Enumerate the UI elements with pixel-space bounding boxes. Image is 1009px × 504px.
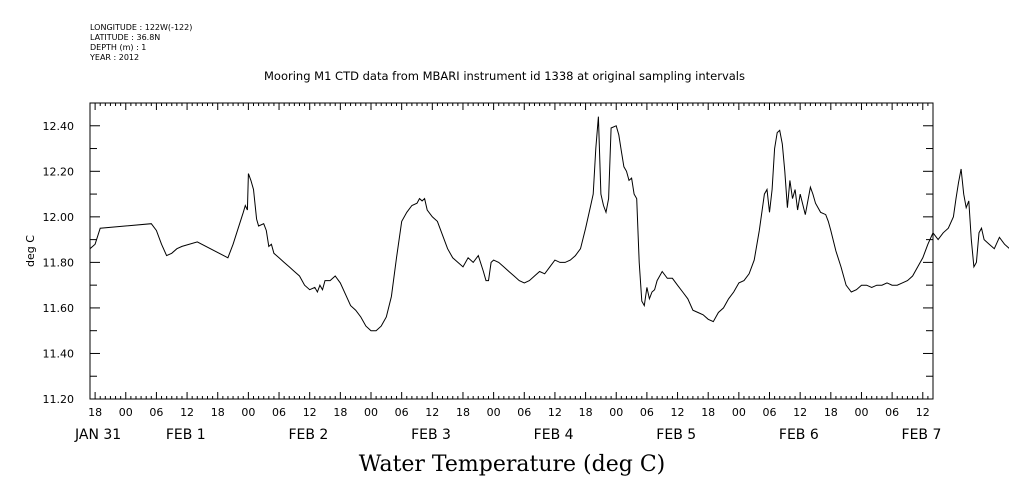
x-date-label: FEB 4 <box>534 427 574 443</box>
x-tick-label: 06 <box>517 406 531 419</box>
x-date-label: FEB 3 <box>411 427 451 443</box>
x-tick-label: 00 <box>487 406 501 419</box>
x-tick-label: 12 <box>916 406 930 419</box>
x-tick-label: 06 <box>149 406 163 419</box>
y-tick-label: 12.20 <box>43 165 75 178</box>
metadata-block: LONGITUDE : 122W(-122) LATITUDE : 36.8N … <box>90 23 192 63</box>
x-tick-label: 06 <box>640 406 654 419</box>
y-tick-label: 11.40 <box>43 347 75 360</box>
x-date-label: FEB 7 <box>902 427 942 443</box>
latitude-label: LATITUDE : 36.8N <box>90 33 161 42</box>
x-tick-label: 00 <box>732 406 746 419</box>
y-tick-label: 12.40 <box>43 120 75 133</box>
x-tick-label: 12 <box>793 406 807 419</box>
x-date-label: FEB 5 <box>656 427 696 443</box>
depth-label: DEPTH (m) : 1 <box>90 43 147 52</box>
x-tick-label: 18 <box>333 406 347 419</box>
x-tick-label: 12 <box>303 406 317 419</box>
axis-labels: 18 00 06 12 18 00 06 12 18 00 06 12 18 00 06 12 18 00 06 12… <box>24 120 941 443</box>
x-tick-label: 18 <box>211 406 225 419</box>
x-tick-label: 00 <box>241 406 255 419</box>
chart-title: Mooring M1 CTD data from MBARI instrumen… <box>264 69 745 83</box>
x-tick-label: 00 <box>609 406 623 419</box>
x-tick-label: 18 <box>701 406 715 419</box>
x-tick-label: 12 <box>548 406 562 419</box>
x-tick-label: 00 <box>854 406 868 419</box>
x-tick-label: 18 <box>824 406 838 419</box>
x-tick-label: 00 <box>364 406 378 419</box>
y-axis-label: deg C <box>24 235 37 267</box>
y-tick-label: 11.80 <box>43 256 75 269</box>
plot-frame <box>89 102 934 400</box>
y-tick-label: 12.00 <box>43 211 75 224</box>
x-tick-label: 12 <box>425 406 439 419</box>
x-date-label: FEB 2 <box>288 427 328 443</box>
x-tick-label: 12 <box>671 406 685 419</box>
series-line <box>89 116 1009 332</box>
axis-ticks <box>89 102 934 400</box>
y-tick-label: 11.20 <box>43 393 75 406</box>
y-tick-label: 11.60 <box>43 302 75 315</box>
x-tick-label: 00 <box>119 406 133 419</box>
x-tick-label: 18 <box>88 406 102 419</box>
x-tick-label: 06 <box>885 406 899 419</box>
longitude-label: LONGITUDE : 122W(-122) <box>90 23 193 32</box>
year-label: YEAR : 2012 <box>90 53 140 62</box>
x-date-label: FEB 6 <box>779 427 819 443</box>
x-tick-label: 06 <box>272 406 286 419</box>
x-tick-label: 06 <box>395 406 409 419</box>
x-tick-label: 18 <box>456 406 470 419</box>
x-date-label: JAN 31 <box>74 427 121 443</box>
x-date-label: FEB 1 <box>166 427 206 443</box>
x-tick-label: 18 <box>579 406 593 419</box>
x-axis-label: Water Temperature (deg C) <box>358 452 666 477</box>
x-tick-label: 06 <box>763 406 777 419</box>
x-tick-label: 12 <box>180 406 194 419</box>
